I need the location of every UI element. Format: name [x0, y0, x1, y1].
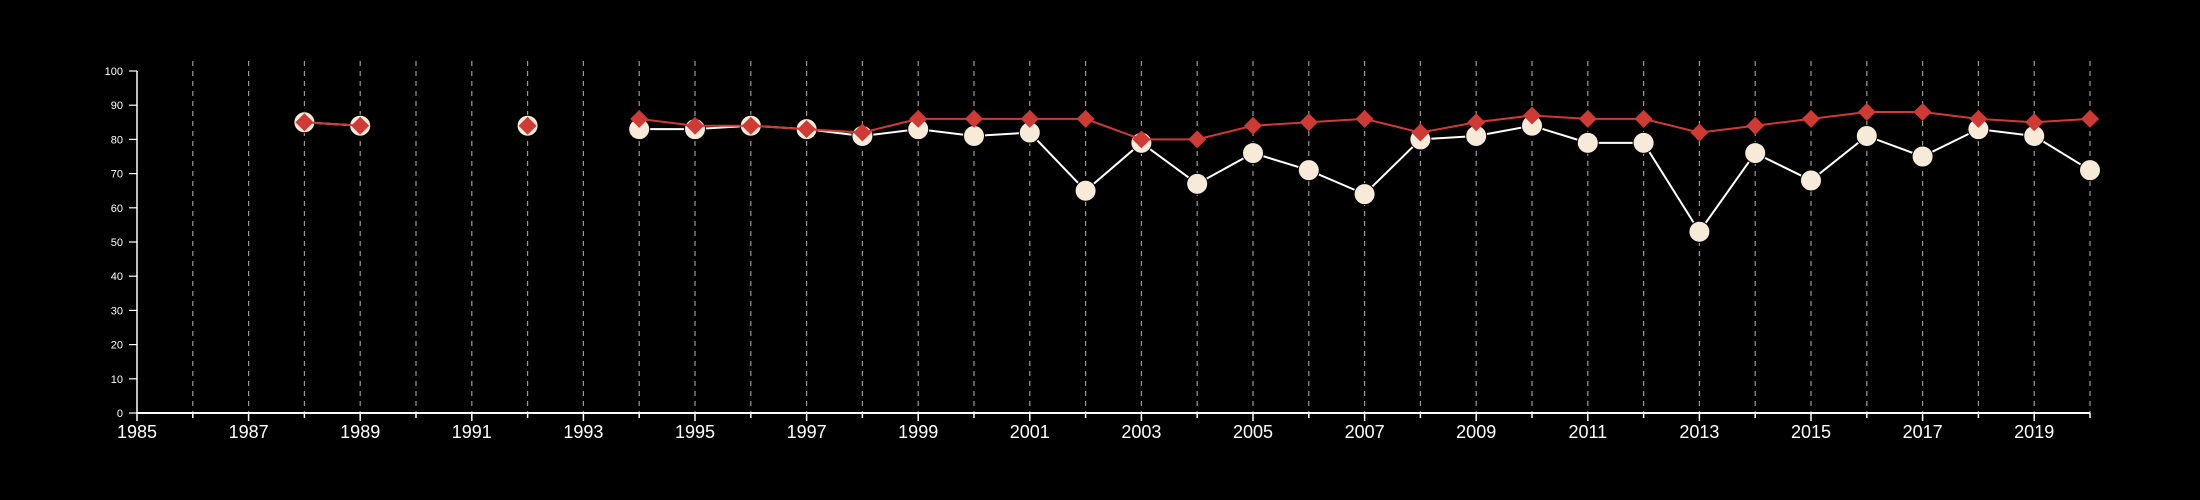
series-white-point	[1911, 145, 1934, 168]
x-tick-label: 2017	[1903, 422, 1943, 442]
y-tick-label: 90	[111, 100, 123, 112]
y-tick-label: 40	[111, 271, 123, 283]
x-tick-label: 1987	[229, 422, 269, 442]
series-red-point	[1355, 109, 1374, 128]
series-white-point	[1632, 131, 1655, 154]
x-tick-label: 1999	[898, 422, 938, 442]
series-white-point	[1744, 142, 1767, 165]
x-tick-label: 1997	[787, 422, 827, 442]
y-tick-label: 100	[105, 66, 123, 78]
y-tick-label: 80	[111, 134, 123, 146]
series-red-point	[741, 116, 760, 135]
series-white-point	[1353, 183, 1376, 206]
series-red-point	[853, 123, 872, 142]
series-red-point	[1132, 130, 1151, 149]
x-tick-label: 1993	[563, 422, 603, 442]
series-white-point	[1576, 131, 1599, 154]
series-red-point	[2081, 109, 2099, 128]
series-red-point	[351, 116, 370, 135]
x-tick-label: 2001	[1010, 422, 1050, 442]
x-tick-label: 1989	[340, 422, 380, 442]
series-white-point	[1242, 142, 1264, 165]
x-tick-label: 2003	[1121, 422, 1161, 442]
x-tick-label: 2013	[1679, 422, 1719, 442]
series-white-point	[1688, 220, 1711, 243]
series-red-point	[1467, 113, 1486, 132]
series-white-point	[1074, 179, 1097, 202]
series-white-point	[1297, 159, 1320, 182]
series-red-point	[1299, 113, 1318, 132]
series-white	[293, 111, 2101, 243]
series-red-point	[1188, 130, 1207, 149]
x-tick-label: 1985	[117, 422, 157, 442]
series-red-point	[1690, 123, 1709, 142]
series-red-point	[1076, 109, 1095, 128]
series-red	[295, 103, 2099, 149]
series-red-point	[1411, 123, 1430, 142]
series-red-point	[2025, 113, 2044, 132]
y-tick-label: 30	[111, 305, 123, 317]
series-red-point	[797, 120, 816, 139]
y-axis-ticks: 0 10 20 30 40 50 60 70 80 90 100	[105, 66, 137, 420]
series-white-point	[1800, 169, 1822, 192]
series-white-point	[2079, 159, 2101, 182]
y-tick-label: 50	[111, 237, 123, 249]
y-tick-label: 60	[111, 203, 123, 215]
series-red-point	[1913, 103, 1932, 122]
x-tick-label: 2005	[1233, 422, 1273, 442]
series-red-point	[1802, 109, 1820, 128]
y-tick-label: 0	[117, 408, 123, 420]
series-red-point	[1578, 109, 1597, 128]
series-red-point	[909, 109, 928, 128]
grid-lines	[192, 61, 2091, 413]
series-white-point	[963, 124, 985, 147]
x-tick-label: 2007	[1345, 422, 1385, 442]
series-red-point	[1020, 109, 1039, 128]
y-tick-label: 70	[111, 169, 123, 181]
x-tick-label: 1991	[452, 422, 492, 442]
series-red-point	[1746, 116, 1765, 135]
series-red-point	[1857, 103, 1876, 122]
x-tick-label: 1995	[675, 422, 715, 442]
x-tick-label: 2019	[2014, 422, 2054, 442]
series-white-point	[1855, 124, 1878, 147]
x-tick-label: 2015	[1791, 422, 1831, 442]
series-red-point	[295, 113, 314, 132]
x-tick-label: 2009	[1456, 422, 1496, 442]
series-red-line	[304, 121, 361, 127]
series-red-point	[1634, 109, 1653, 128]
series-red-point	[686, 116, 704, 135]
y-tick-label: 10	[111, 374, 123, 386]
series-white-point	[1186, 172, 1209, 195]
series-red-point	[1244, 116, 1262, 135]
x-tick-label: 2011	[1568, 422, 1607, 442]
series-red-point	[1523, 106, 1541, 125]
series-red-point	[518, 116, 537, 135]
series-red-point	[630, 109, 649, 128]
series-red-point	[965, 109, 983, 128]
y-tick-label: 20	[111, 340, 123, 352]
series-red-point	[1969, 109, 1988, 128]
x-axis-ticks: 1985 1987 1989 1991 1993 1995 1997 1999 2001 2003…	[117, 413, 2091, 442]
